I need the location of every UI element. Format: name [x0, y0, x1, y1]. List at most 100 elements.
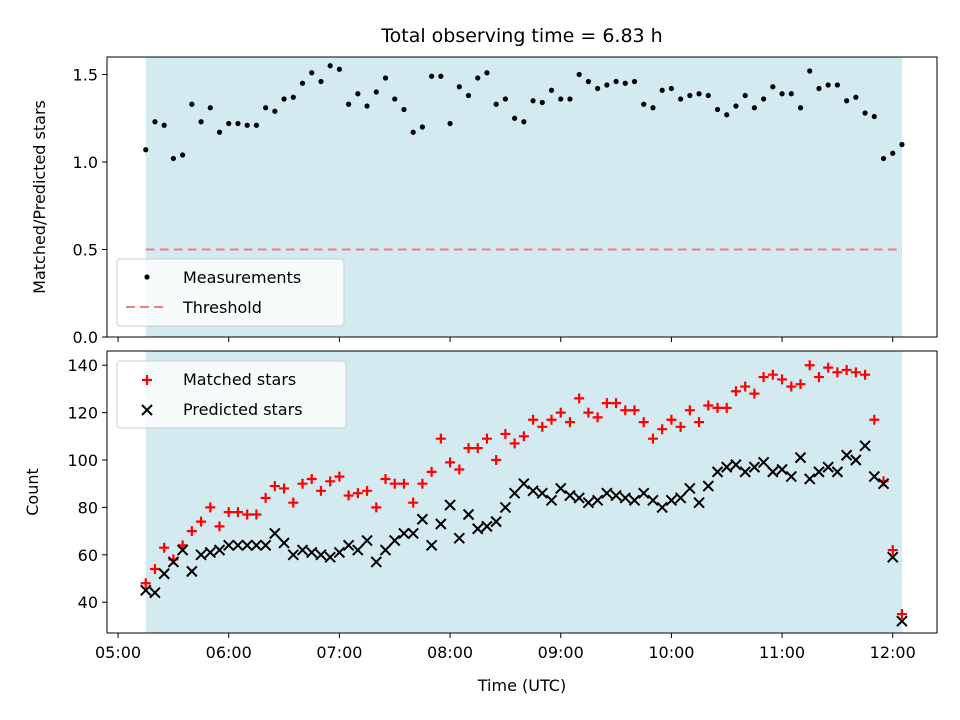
predicted-star-point — [223, 539, 235, 552]
measurement-point — [410, 129, 416, 135]
measurement-point — [512, 115, 518, 121]
matched-star-point — [740, 381, 751, 392]
measurement-point — [696, 91, 702, 97]
top-x-ticks — [117, 337, 894, 342]
predicted-star-point — [149, 587, 161, 599]
predicted-star-point — [167, 556, 180, 568]
predicted-star-point — [324, 551, 336, 563]
matched-star-point — [481, 433, 492, 444]
predicted-star-point — [693, 496, 705, 509]
predicted-star-point — [398, 527, 410, 540]
matched-star-point — [315, 485, 326, 496]
measurement-point — [170, 155, 176, 162]
matched-star-point — [804, 360, 815, 371]
bottom-x-ticks: 05:00 06:00 07:00 08:00 09:00 10:00 11:00 12:00 — [95, 633, 916, 662]
measurement-point — [770, 84, 776, 90]
predicted-star-point — [896, 615, 908, 627]
measurement-point — [797, 105, 804, 111]
predicted-star-point — [564, 489, 576, 502]
measurement-point — [742, 92, 748, 99]
predicted-star-point — [158, 568, 170, 580]
bottom-y-ticks: 40 60 80 100 120 140 — [67, 356, 107, 612]
measurement-point — [530, 98, 536, 104]
measurement-point — [355, 91, 361, 97]
matched-star-point — [306, 473, 317, 484]
predicted-star-point — [232, 539, 244, 552]
matched-star-point — [666, 414, 677, 425]
predicted-star-point — [711, 466, 724, 478]
measurement-point — [844, 98, 850, 104]
matched-star-point — [638, 417, 649, 428]
y-tick-label: 120 — [67, 404, 98, 423]
measurement-point — [613, 78, 619, 85]
measurement-point — [724, 112, 730, 118]
measurement-point — [152, 119, 158, 125]
measurement-point — [502, 96, 508, 102]
measurement-point — [641, 101, 647, 107]
measurement-point — [364, 103, 370, 109]
predicted-star-point — [508, 487, 521, 499]
measurement-point — [659, 87, 665, 93]
measurement-point — [456, 84, 462, 90]
matched-star-point — [398, 478, 409, 489]
predicted-star-point — [213, 544, 226, 556]
measurement-point — [290, 94, 296, 100]
matched-star-point — [583, 407, 594, 418]
measurement-point — [438, 73, 444, 79]
predicted-star-point — [702, 480, 714, 492]
measurement-point — [521, 119, 527, 125]
predicted-star-point — [822, 461, 834, 473]
matched-star-point — [887, 545, 898, 556]
predicted-star-point — [435, 518, 447, 530]
predicted-star-point — [472, 523, 484, 535]
matched-star-point — [186, 526, 197, 537]
x-tick-label: 11:00 — [759, 643, 805, 662]
measurement-point — [899, 141, 905, 148]
predicted-star-point — [619, 492, 631, 504]
predicted-star-point — [573, 492, 585, 504]
matched-star-point — [850, 367, 861, 378]
matched-star-point — [380, 473, 391, 484]
legend-marker-matched — [142, 375, 152, 385]
matched-star-point — [564, 417, 575, 428]
matched-star-point — [694, 417, 705, 428]
measurement-point — [650, 105, 656, 111]
legend-label-matched: Matched stars — [183, 370, 296, 389]
predicted-star-point — [389, 534, 401, 547]
legend-marker-measurements — [144, 274, 150, 280]
predicted-star-point — [748, 461, 761, 473]
measurement-point — [751, 105, 758, 111]
measurement-point — [595, 85, 601, 92]
top-legend-box — [116, 258, 345, 327]
measurement-point — [235, 120, 241, 127]
matched-star-point — [703, 400, 714, 411]
matched-star-point — [352, 488, 363, 499]
measurement-point — [539, 99, 545, 106]
matched-star-point — [435, 433, 446, 444]
measurement-point — [189, 101, 195, 107]
predicted-star-point — [582, 496, 595, 509]
matched-star-point — [454, 464, 465, 475]
matched-star-point — [528, 414, 539, 425]
legend-label-threshold: Threshold — [182, 298, 262, 317]
matched-star-point — [279, 483, 290, 494]
matched-star-point — [832, 367, 843, 378]
predicted-star-point — [665, 494, 678, 507]
predicted-star-point — [425, 539, 438, 552]
measurement-point — [705, 92, 711, 99]
matched-star-point — [712, 402, 723, 413]
matched-star-point — [730, 386, 741, 397]
y-tick-label: 0.5 — [73, 241, 98, 260]
predicted-star-point — [877, 477, 890, 490]
matched-star-point — [196, 516, 207, 527]
matched-star-point — [786, 381, 797, 392]
matched-star-point — [518, 431, 529, 442]
measurement-point — [484, 70, 490, 76]
matched-star-point — [777, 374, 788, 385]
matched-star-point — [472, 443, 483, 454]
matched-star-point — [232, 507, 243, 518]
top-y-ticks: 0.0 0.5 1.0 1.5 — [73, 66, 107, 347]
predicted-star-point — [195, 549, 207, 561]
matched-star-point — [611, 398, 622, 409]
